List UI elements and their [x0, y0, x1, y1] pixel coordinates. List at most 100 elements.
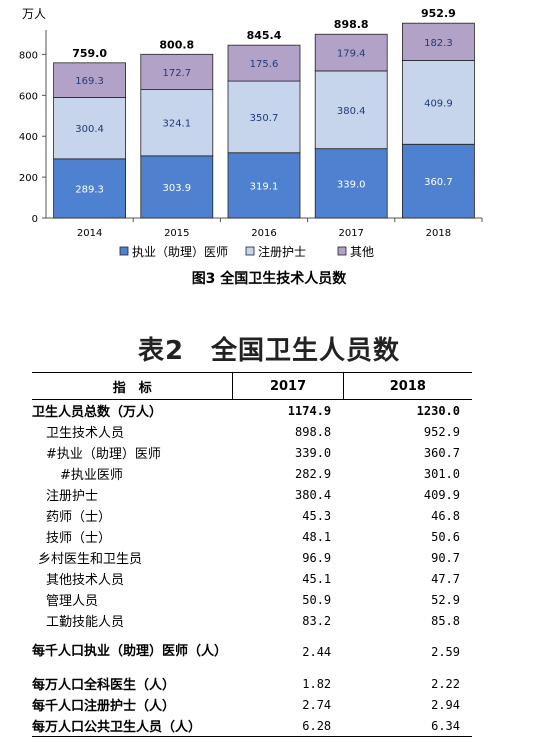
data-label: 289.3	[75, 184, 104, 195]
bar-segment	[401, 22, 475, 61]
legend-label: 注册护士	[258, 244, 306, 259]
x-tick-label: 2018	[426, 228, 451, 239]
row-label: 其他技术人员	[46, 573, 125, 588]
value-2017: 282.9	[295, 466, 332, 481]
row-label: 卫生人员总数（万人）	[32, 405, 163, 420]
table-header-row: 指 标 2017 2018	[32, 372, 472, 400]
data-label: 360.7	[424, 177, 453, 188]
table-row: 乡村医生和卫生员 96.9 90.7	[32, 547, 472, 568]
data-label: 339.0	[337, 179, 366, 190]
bar-segment	[314, 70, 388, 150]
table-row: 药师（士） 45.3 46.8	[32, 505, 472, 526]
value-2018: 2.22	[431, 676, 460, 691]
table-row: 卫生技术人员 898.8 952.9	[32, 421, 472, 442]
value-2017: 48.1	[302, 529, 332, 544]
data-label: 380.4	[337, 106, 366, 117]
row-label: 每万人口公共卫生人员（人）	[32, 715, 233, 737]
y-tick-label: 400	[19, 132, 38, 143]
value-2018: 360.7	[423, 445, 460, 460]
health-personnel-table: 指 标 2017 2018 卫生人员总数（万人） 1174.9 1230.0 卫…	[32, 372, 472, 737]
row-label: 乡村医生和卫生员	[38, 552, 143, 567]
table-row: 每万人口公共卫生人员（人） 6.28 6.34	[32, 715, 472, 737]
bar-segment	[53, 97, 126, 160]
data-label: 350.7	[250, 113, 279, 124]
value-2018: 46.8	[431, 508, 460, 523]
table-row: #执业医师 282.9 301.0	[32, 463, 472, 484]
table-row: #执业（助理）医师 339.0 360.7	[32, 442, 472, 463]
value-2017: 2.74	[302, 697, 332, 712]
value-2018: 6.34	[343, 715, 472, 737]
value-2018: 90.7	[431, 550, 460, 565]
legend-label: 其他	[350, 245, 374, 259]
bar-segment	[314, 33, 388, 72]
data-label: 179.4	[337, 49, 366, 60]
data-label: 182.3	[424, 38, 453, 49]
legend-label: 执业（助理）医师	[132, 245, 228, 259]
y-axis-unit-label: 万人	[22, 7, 46, 21]
y-tick-label: 200	[19, 173, 38, 184]
table-row: 其他技术人员 45.1 47.7	[32, 568, 472, 589]
value-2017: 898.8	[295, 424, 332, 439]
data-label: 303.9	[162, 183, 191, 194]
table-row: 技师（士） 48.1 50.6	[32, 526, 472, 547]
row-label: #执业医师	[60, 468, 123, 483]
table-row: 每千人口执业（助理）医师（人） 2.44 2.59	[32, 631, 472, 673]
row-label: 每万人口全科医生（人）	[32, 678, 176, 693]
value-2018: 2.94	[431, 697, 460, 712]
total-label: 845.4	[247, 29, 282, 42]
y-tick-label: 600	[19, 91, 38, 102]
row-label: 管理人员	[46, 594, 99, 609]
legend-swatch	[337, 246, 347, 256]
row-label: 工勤技能人员	[46, 615, 125, 630]
bar-segment	[314, 148, 388, 219]
total-label: 800.8	[159, 38, 194, 51]
data-label: 319.1	[250, 181, 279, 192]
value-2017: 6.28	[232, 715, 344, 737]
value-2017: 96.9	[302, 550, 332, 565]
value-2017: 45.1	[302, 571, 332, 586]
x-tick-label: 2014	[77, 228, 102, 239]
bar-segment	[227, 80, 301, 154]
header-2018: 2018	[342, 372, 472, 400]
bar-segment	[53, 62, 126, 98]
value-2017: 83.2	[302, 613, 332, 628]
bar-segment	[227, 152, 301, 219]
data-label: 172.7	[162, 68, 191, 79]
bar-segment	[401, 60, 475, 145]
stacked-bar-chart: 万人 0 200 400 600 800 2014 2015 2016 2017 2018 289…	[19, 7, 483, 259]
chart-bars: 289.3 300.4 169.3 759.0 303.9 324.1 172.7 800.8…	[53, 7, 475, 219]
value-2018: 409.9	[423, 487, 460, 502]
value-2017: 50.9	[302, 592, 332, 607]
value-2018: 85.8	[431, 613, 460, 628]
row-label: 每千人口注册护士（人）	[32, 699, 176, 714]
value-2018: 2.59	[431, 645, 460, 659]
row-label: 药师（士）	[46, 510, 112, 525]
bar-segment	[140, 53, 214, 91]
x-tick-label: 2016	[251, 228, 276, 239]
row-label: 每千人口执业（助理）医师（人）	[32, 644, 228, 659]
x-tick-label: 2015	[164, 228, 189, 239]
data-label: 324.1	[162, 119, 191, 130]
legend-swatch	[119, 246, 129, 256]
table-row: 每万人口全科医生（人） 1.82 2.22	[32, 673, 472, 694]
header-2017: 2017	[232, 372, 344, 400]
bar-segment	[140, 155, 214, 219]
y-tick-label: 0	[32, 214, 38, 225]
value-2017: 45.3	[302, 508, 332, 523]
y-tick-label: 800	[19, 50, 38, 61]
value-2017: 380.4	[295, 487, 332, 502]
value-2018: 50.6	[431, 529, 460, 544]
row-label: #执业（助理）医师	[46, 447, 161, 462]
bar-segment	[53, 158, 126, 219]
value-2018: 301.0	[423, 466, 460, 481]
data-label: 175.6	[250, 59, 279, 70]
table-title: 表2 全国卫生人员数	[137, 336, 401, 366]
data-label: 300.4	[75, 124, 104, 135]
x-tick-label: 2017	[338, 228, 363, 239]
row-label: 注册护士	[46, 489, 99, 504]
table-row: 卫生人员总数（万人） 1174.9 1230.0	[32, 400, 472, 422]
chart-legend: 执业（助理）医师 注册护士 其他	[119, 244, 374, 259]
value-2017: 1.82	[302, 676, 332, 691]
bar-segment	[227, 44, 301, 82]
data-label: 409.9	[424, 98, 453, 109]
